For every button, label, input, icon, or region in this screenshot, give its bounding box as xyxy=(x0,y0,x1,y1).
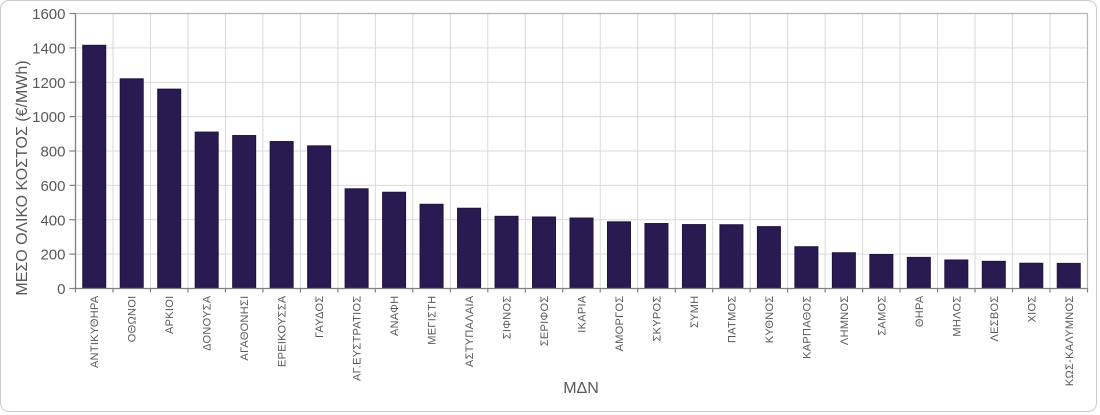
x-category-label: ΑΓΑΘΟΝΗΣΙ xyxy=(239,296,251,361)
x-category-label: ΙΚΑΡΙΑ xyxy=(577,295,589,333)
x-category-label: ΑΡΚΙΟΙ xyxy=(164,296,176,334)
bar xyxy=(756,226,781,289)
y-tick-label: 600 xyxy=(40,178,65,195)
gridlines xyxy=(75,13,1088,289)
bar xyxy=(119,78,144,289)
x-category-label: ΚΥΘΝΟΣ xyxy=(764,296,776,344)
x-category-label: ΑΜΟΡΓΟΣ xyxy=(614,296,626,352)
x-category-label: ΣΚΥΡΟΣ xyxy=(651,296,663,342)
bar xyxy=(644,223,669,289)
y-tick-label: 1200 xyxy=(32,75,65,92)
bar xyxy=(831,252,856,289)
axes xyxy=(69,12,1089,293)
bar xyxy=(681,224,706,289)
y-tick-label: 0 xyxy=(57,281,65,298)
bar xyxy=(794,246,819,289)
x-category-label: ΕΡΕΙΚΟΥΣΣΑ xyxy=(277,295,289,367)
bar xyxy=(569,217,594,289)
bar xyxy=(457,207,482,289)
x-category-label: ΑΓ.ΕΥΣΤΡΑΤΙΟΣ xyxy=(352,296,364,382)
x-category-label: ΧΙΟΣ xyxy=(1026,296,1038,323)
x-category-label: ΛΗΜΝΟΣ xyxy=(839,296,851,346)
x-category-label: ΛΕΣΒΟΣ xyxy=(989,296,1001,342)
bar xyxy=(981,260,1006,289)
bar xyxy=(344,188,369,289)
x-category-label: ΜΕΓΙΣΤΗ xyxy=(427,296,439,345)
plot-border xyxy=(75,12,1089,289)
x-category-label: ΚΩΣ-ΚΑΛΥΜΝΟΣ xyxy=(1064,296,1076,387)
bar xyxy=(82,44,107,289)
bar xyxy=(944,259,969,289)
x-category-label: ΑΝΤΙΚΥΘΗΡΑ xyxy=(89,295,101,368)
x-category-label: ΣΙΦΝΟΣ xyxy=(502,296,514,340)
x-axis-title: ΜΔΝ xyxy=(563,380,599,397)
x-category-label: ΣΥΜΗ xyxy=(689,296,701,328)
y-tick-label: 1400 xyxy=(32,40,65,57)
y-axis-tick-labels: 0 200 400 600 800 1000 1200 1400 1600 xyxy=(32,6,65,298)
bar xyxy=(232,135,257,289)
y-axis-title: ΜΕΣΟ ΟΛΙΚΟ ΚΟΣΤΟΣ (€/MWh) xyxy=(14,60,31,295)
x-category-label: ΔΟΝΟΥΣΑ xyxy=(202,295,214,351)
bar xyxy=(1056,262,1081,289)
bar xyxy=(419,203,444,289)
bar xyxy=(382,191,407,289)
y-tick-label: 800 xyxy=(40,144,65,161)
y-tick-label: 400 xyxy=(40,212,65,229)
x-category-label: ΟΘΩΝΟΙ xyxy=(127,296,139,343)
bar xyxy=(307,145,332,289)
y-tick-label: 1600 xyxy=(32,6,65,23)
y-tick-label: 200 xyxy=(40,247,65,264)
bar xyxy=(194,131,219,289)
bar xyxy=(157,88,182,289)
bar xyxy=(494,215,519,289)
x-category-label: ΑΝΑΦΗ xyxy=(389,296,401,337)
x-category-label: ΜΗΛΟΣ xyxy=(951,296,963,337)
y-tick-label: 1000 xyxy=(32,109,65,126)
x-category-label: ΘΗΡΑ xyxy=(914,295,926,327)
bar xyxy=(869,253,894,289)
x-category-label: ΚΑΡΠΑΘΟΣ xyxy=(801,296,813,359)
x-category-label: ΣΕΡΙΦΟΣ xyxy=(539,296,551,347)
x-category-label: ΑΣΤΥΠΑΛΑΙΑ xyxy=(464,295,476,367)
bar xyxy=(1019,262,1044,289)
bar xyxy=(906,256,931,289)
x-category-label: ΣΑΜΟΣ xyxy=(876,296,888,336)
x-category-label: ΓΑΥΔΟΣ xyxy=(314,296,326,338)
bar xyxy=(606,221,631,289)
bar xyxy=(269,141,294,289)
bar xyxy=(719,224,744,289)
bar xyxy=(532,216,557,289)
x-category-label: ΠΑΤΜΟΣ xyxy=(726,296,738,344)
x-axis-tick-labels: ΑΝΤΙΚΥΘΗΡΑ ΟΘΩΝΟΙ ΑΡΚΙΟΙ ΔΟΝΟΥΣΑ ΑΓΑΘΟΝΗΣΙ ΕΡ… xyxy=(89,295,1076,386)
